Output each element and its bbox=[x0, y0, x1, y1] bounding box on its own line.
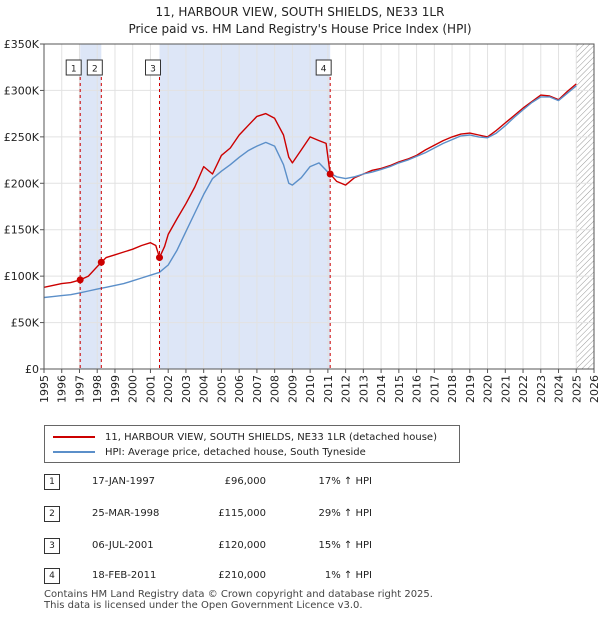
sale-price: £96,000 bbox=[224, 476, 266, 487]
y-tick-label: £100K bbox=[4, 270, 40, 283]
x-tick-label: 2003 bbox=[180, 375, 193, 403]
sale-label-box bbox=[315, 59, 332, 76]
x-tick-label: 2002 bbox=[162, 375, 175, 403]
table-row: 1 17-JAN-1997 £96,000 17% ↑ HPI bbox=[44, 474, 464, 490]
x-tick-label: 1995 bbox=[38, 375, 51, 403]
x-tick-label: 2011 bbox=[322, 375, 335, 403]
sale-price: £120,000 bbox=[218, 540, 266, 551]
plot-frame bbox=[43, 43, 595, 370]
sale-label-number: 3 bbox=[150, 65, 156, 75]
x-tick-label: 2006 bbox=[233, 375, 246, 403]
sale-date: 17-JAN-1997 bbox=[92, 476, 156, 487]
sale-price: £115,000 bbox=[218, 508, 266, 519]
sale-number-badge: 1 bbox=[44, 474, 60, 490]
x-tick-label: 1996 bbox=[56, 375, 69, 403]
x-tick-label: 2026 bbox=[588, 375, 600, 403]
x-tick-label: 1998 bbox=[91, 375, 104, 403]
price-chart: 1 2 3 4 £0 £50K £100K £150K £200K £250K £300K £350… bbox=[4, 38, 600, 403]
x-tick-label: 2001 bbox=[144, 375, 157, 403]
sale-number-badge: 3 bbox=[44, 538, 60, 554]
sale-point bbox=[156, 254, 163, 262]
sale-label-box bbox=[86, 59, 103, 76]
sale-date: 18-FEB-2011 bbox=[92, 570, 157, 581]
sale-label-box bbox=[145, 59, 161, 76]
legend-item-property: 11, HARBOUR VIEW, SOUTH SHIELDS, NE33 1L… bbox=[53, 430, 437, 444]
sale-label-number: 2 bbox=[92, 65, 98, 75]
footer-licence: This data is licensed under the Open Gov… bbox=[44, 600, 363, 611]
x-tick-label: 2016 bbox=[411, 375, 424, 403]
projection-hatch bbox=[576, 44, 594, 369]
x-tick-label: 1997 bbox=[73, 375, 86, 403]
x-tick-label: 2020 bbox=[482, 375, 495, 403]
sale-hpi-diff: 1% ↑ HPI bbox=[324, 570, 372, 581]
x-tick-label: 2015 bbox=[393, 375, 406, 403]
footer: Contains HM Land Registry data © Crown c… bbox=[44, 589, 433, 611]
y-tick-label: £250K bbox=[4, 131, 40, 144]
chart-title-block: 11, HARBOUR VIEW, SOUTH SHIELDS, NE33 1L… bbox=[0, 4, 600, 38]
sale-price: £210,000 bbox=[218, 570, 266, 581]
shaded-period bbox=[159, 44, 331, 369]
legend-swatch-hpi bbox=[53, 451, 95, 453]
legend-label-hpi: HPI: Average price, detached house, Sout… bbox=[105, 446, 366, 458]
footer-copyright: Contains HM Land Registry data © Crown c… bbox=[44, 589, 433, 600]
x-tick-label: 2013 bbox=[357, 375, 370, 403]
sale-number-badge: 4 bbox=[44, 568, 60, 584]
chart-title: 11, HARBOUR VIEW, SOUTH SHIELDS, NE33 1L… bbox=[155, 5, 445, 19]
x-tick-label: 2018 bbox=[446, 375, 459, 403]
x-tick-label: 2009 bbox=[286, 375, 299, 403]
y-tick-label: £200K bbox=[4, 177, 40, 190]
sale-point bbox=[76, 276, 84, 284]
table-row: 2 25-MAR-1998 £115,000 29% ↑ HPI bbox=[44, 506, 464, 522]
sale-date: 06-JUL-2001 bbox=[92, 540, 154, 551]
y-tick-label: £150K bbox=[4, 224, 40, 237]
x-tick-label: 2000 bbox=[127, 375, 140, 403]
legend-label-property: 11, HARBOUR VIEW, SOUTH SHIELDS, NE33 1L… bbox=[105, 431, 437, 443]
x-tick-label: 2005 bbox=[215, 375, 228, 403]
x-tick-label: 1999 bbox=[109, 375, 122, 403]
sale-point bbox=[97, 258, 105, 266]
shaded-period bbox=[80, 44, 102, 369]
sale-hpi-diff: 29% ↑ HPI bbox=[318, 508, 372, 519]
x-tick-label: 2023 bbox=[535, 375, 548, 403]
y-tick-label: £350K bbox=[4, 38, 40, 51]
sale-label-box bbox=[65, 59, 82, 76]
x-tick-label: 2019 bbox=[464, 375, 477, 403]
legend-item-hpi: HPI: Average price, detached house, Sout… bbox=[53, 445, 366, 459]
x-tick-label: 2004 bbox=[198, 375, 211, 403]
sale-point bbox=[326, 170, 334, 178]
x-tick-label: 2007 bbox=[251, 375, 264, 403]
series-line-property bbox=[44, 83, 577, 288]
x-tick-label: 2017 bbox=[428, 375, 441, 403]
sale-number-badge: 2 bbox=[44, 506, 60, 522]
legend-swatch-property bbox=[53, 436, 95, 438]
y-tick-label: £300K bbox=[4, 84, 40, 97]
x-tick-label: 2025 bbox=[570, 375, 583, 403]
x-tick-label: 2014 bbox=[375, 375, 388, 403]
x-tick-label: 2010 bbox=[304, 375, 317, 403]
y-tick-label: £0 bbox=[25, 363, 39, 376]
x-tick-label: 2008 bbox=[269, 375, 282, 403]
sale-label-number: 4 bbox=[321, 65, 327, 75]
x-tick-label: 2012 bbox=[340, 375, 353, 403]
legend: 11, HARBOUR VIEW, SOUTH SHIELDS, NE33 1L… bbox=[44, 425, 460, 463]
chart-subtitle: Price paid vs. HM Land Registry's House … bbox=[128, 22, 472, 36]
table-row: 4 18-FEB-2011 £210,000 1% ↑ HPI bbox=[44, 568, 464, 584]
x-tick-label: 2024 bbox=[553, 375, 566, 403]
sale-date: 25-MAR-1998 bbox=[92, 508, 160, 519]
sale-label-number: 1 bbox=[71, 65, 77, 75]
table-row: 3 06-JUL-2001 £120,000 15% ↑ HPI bbox=[44, 538, 464, 554]
sale-hpi-diff: 15% ↑ HPI bbox=[318, 540, 372, 551]
sale-hpi-diff: 17% ↑ HPI bbox=[318, 476, 372, 487]
x-tick-label: 2022 bbox=[517, 375, 530, 403]
x-tick-label: 2021 bbox=[499, 375, 512, 403]
series-line-hpi bbox=[44, 85, 577, 299]
y-tick-label: £50K bbox=[11, 317, 40, 330]
